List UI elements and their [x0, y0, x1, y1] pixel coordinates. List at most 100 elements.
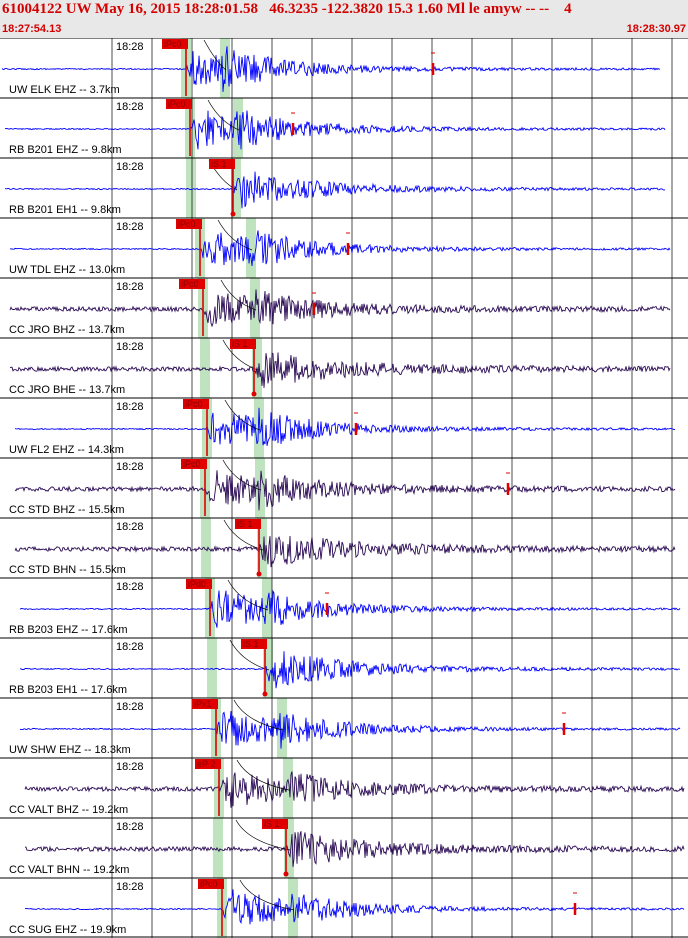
pick-label: iPc0	[164, 39, 182, 49]
travel-time-curve	[224, 399, 261, 431]
phase-pick[interactable]: iS 1	[241, 639, 268, 697]
waveform	[19, 589, 681, 628]
phase-pick[interactable]: iPc0	[179, 279, 205, 336]
phase-pick[interactable]: eP 2	[195, 759, 221, 816]
waveform	[9, 230, 671, 267]
minute-label: 18:28	[116, 641, 144, 653]
travel-time-curve	[236, 759, 290, 791]
travel-time-curve	[239, 879, 295, 911]
pick-tag	[241, 639, 267, 649]
minute-label: 18:28	[116, 881, 144, 893]
minute-label: 18:28	[116, 281, 144, 293]
trace-row[interactable]: 18:28 iS 1 CC STD BHN -- 15.5km	[0, 517, 688, 577]
station-label: UW SHW EHZ -- 18.3km	[9, 744, 131, 756]
station-label: CC VALT BHZ -- 19.2km	[9, 804, 128, 816]
trace-row[interactable]: 18:28 iPc0 CC JRO BHZ -- 13.7km	[0, 277, 688, 336]
trace-row[interactable]: 18:28 iS 1 CC JRO BHE -- 13.7km	[0, 337, 688, 397]
station-label: UW ELK EHZ -- 3.7km	[9, 84, 120, 96]
waveform	[4, 110, 666, 150]
pick-tag	[179, 279, 205, 289]
pick-dot	[262, 691, 268, 697]
phase-pick[interactable]: iPc0	[198, 879, 224, 936]
station-label: UW TDL EHZ -- 13.0km	[9, 264, 125, 276]
phase-pick[interactable]: iPc0	[166, 99, 192, 156]
pick-label: iPc0	[183, 459, 201, 469]
waveform	[4, 171, 666, 209]
pick-tag	[262, 819, 288, 829]
pick-tag	[186, 579, 212, 589]
pick-tag	[166, 99, 192, 109]
minute-label: 18:28	[116, 581, 144, 593]
travel-time-curve	[227, 579, 269, 611]
pick-dot	[230, 211, 236, 217]
pick-label: iS 1	[232, 339, 248, 349]
phase-pick[interactable]: iPc0	[181, 459, 207, 516]
trace-row[interactable]: 18:28 iS 1 RB B201 EH1 -- 9.8km	[0, 157, 688, 217]
travel-time-curve	[217, 219, 253, 251]
station-label: RB B203 EH1 -- 17.6km	[9, 684, 127, 696]
pick-label: iPc0	[168, 99, 186, 109]
trace-row[interactable]: 18:28 eP 2 CC VALT BHZ -- 19.2km	[0, 757, 688, 816]
phase-pick[interactable]: iPx1	[192, 699, 218, 756]
trace-row[interactable]: 18:28 iPc0 CC STD BHZ -- 15.5km	[0, 457, 688, 516]
window-end-time: 18:28:30.97	[626, 23, 686, 35]
seismogram-panel[interactable]: 18:28 iPc0 UW ELK EHZ -- 3.7km 18:28 iPc0 RB …	[0, 38, 688, 938]
phase-pick[interactable]: iS 1	[235, 519, 262, 577]
pick-dot	[251, 391, 257, 397]
pick-label: iS 1	[264, 819, 280, 829]
trace-row[interactable]: 18:28 iPc0 UW ELK EHZ -- 3.7km	[0, 38, 688, 96]
waveform	[19, 710, 681, 749]
trace-row[interactable]: 18:28 iS 1 CC VALT BHN -- 19.2km	[0, 817, 688, 877]
waveform	[19, 651, 681, 689]
phase-pick[interactable]: iPc0	[176, 219, 202, 276]
minute-label: 18:28	[116, 101, 144, 113]
minute-label: 18:28	[116, 41, 144, 53]
trace-row[interactable]: 18:28 iPc0 RB B201 EHZ -- 9.8km	[0, 97, 688, 156]
travel-time-curve	[207, 99, 240, 131]
travel-time-curve	[203, 39, 227, 71]
phase-pick[interactable]: iPc0	[183, 399, 209, 456]
pick-label: iS 1	[243, 639, 259, 649]
travel-time-curve	[220, 279, 257, 311]
pick-tag	[209, 159, 235, 169]
trace-row[interactable]: 18:28 iPc0 UW FL2 EHZ -- 14.3km	[0, 397, 688, 456]
station-label: RB B203 EHZ -- 17.6km	[9, 624, 128, 636]
station-label: UW FL2 EHZ -- 14.3km	[9, 444, 124, 456]
station-label: CC STD BHN -- 15.5km	[9, 564, 126, 576]
station-label: CC VALT BHN -- 19.2km	[9, 864, 129, 876]
trace-row[interactable]: 18:28 iPc0 UW TDL EHZ -- 13.0km	[0, 217, 688, 276]
trace-row[interactable]: 18:28 iPd0 RB B203 EHZ -- 17.6km	[0, 577, 688, 636]
pick-tag	[181, 459, 207, 469]
waveform	[9, 352, 671, 388]
pick-label: iS 1	[237, 519, 253, 529]
minute-label: 18:28	[116, 761, 144, 773]
phase-pick[interactable]: iPc0	[162, 39, 188, 96]
pick-label: iPc0	[178, 219, 196, 229]
travel-time-curve	[222, 459, 262, 491]
minute-label: 18:28	[116, 221, 144, 233]
minute-label: 18:28	[116, 401, 144, 413]
phase-pick[interactable]: iS 1	[209, 159, 236, 217]
phase-pick[interactable]: iS 1	[230, 339, 257, 397]
waveform	[24, 771, 685, 808]
minute-label: 18:28	[116, 521, 144, 533]
station-label: CC STD BHZ -- 15.5km	[9, 504, 125, 516]
s-wave-band	[220, 38, 298, 938]
phase-pick[interactable]: iS 1	[262, 819, 289, 877]
waveform	[9, 289, 671, 328]
trace-row[interactable]: 18:28 iPx1 UW SHW EHZ -- 18.3km	[0, 697, 688, 756]
pick-label: iPc0	[185, 399, 203, 409]
minute-label: 18:28	[116, 341, 144, 353]
pick-label: iPc0	[181, 279, 199, 289]
waveform	[24, 831, 685, 867]
minute-label: 18:28	[116, 161, 144, 173]
travel-time-curve	[233, 699, 284, 731]
phase-pick[interactable]: iPd0	[186, 579, 212, 636]
travel-time-curve	[235, 819, 291, 851]
pick-tag	[195, 759, 221, 769]
trace-row[interactable]: 18:28 iS 1 RB B203 EH1 -- 17.6km	[0, 637, 688, 697]
trace-row[interactable]: 18:28 iPc0 CC SUG EHZ -- 19.9km	[0, 877, 688, 936]
pick-tag	[230, 339, 256, 349]
station-label: RB B201 EHZ -- 9.8km	[9, 144, 121, 156]
pick-label: iPx1	[194, 699, 212, 709]
